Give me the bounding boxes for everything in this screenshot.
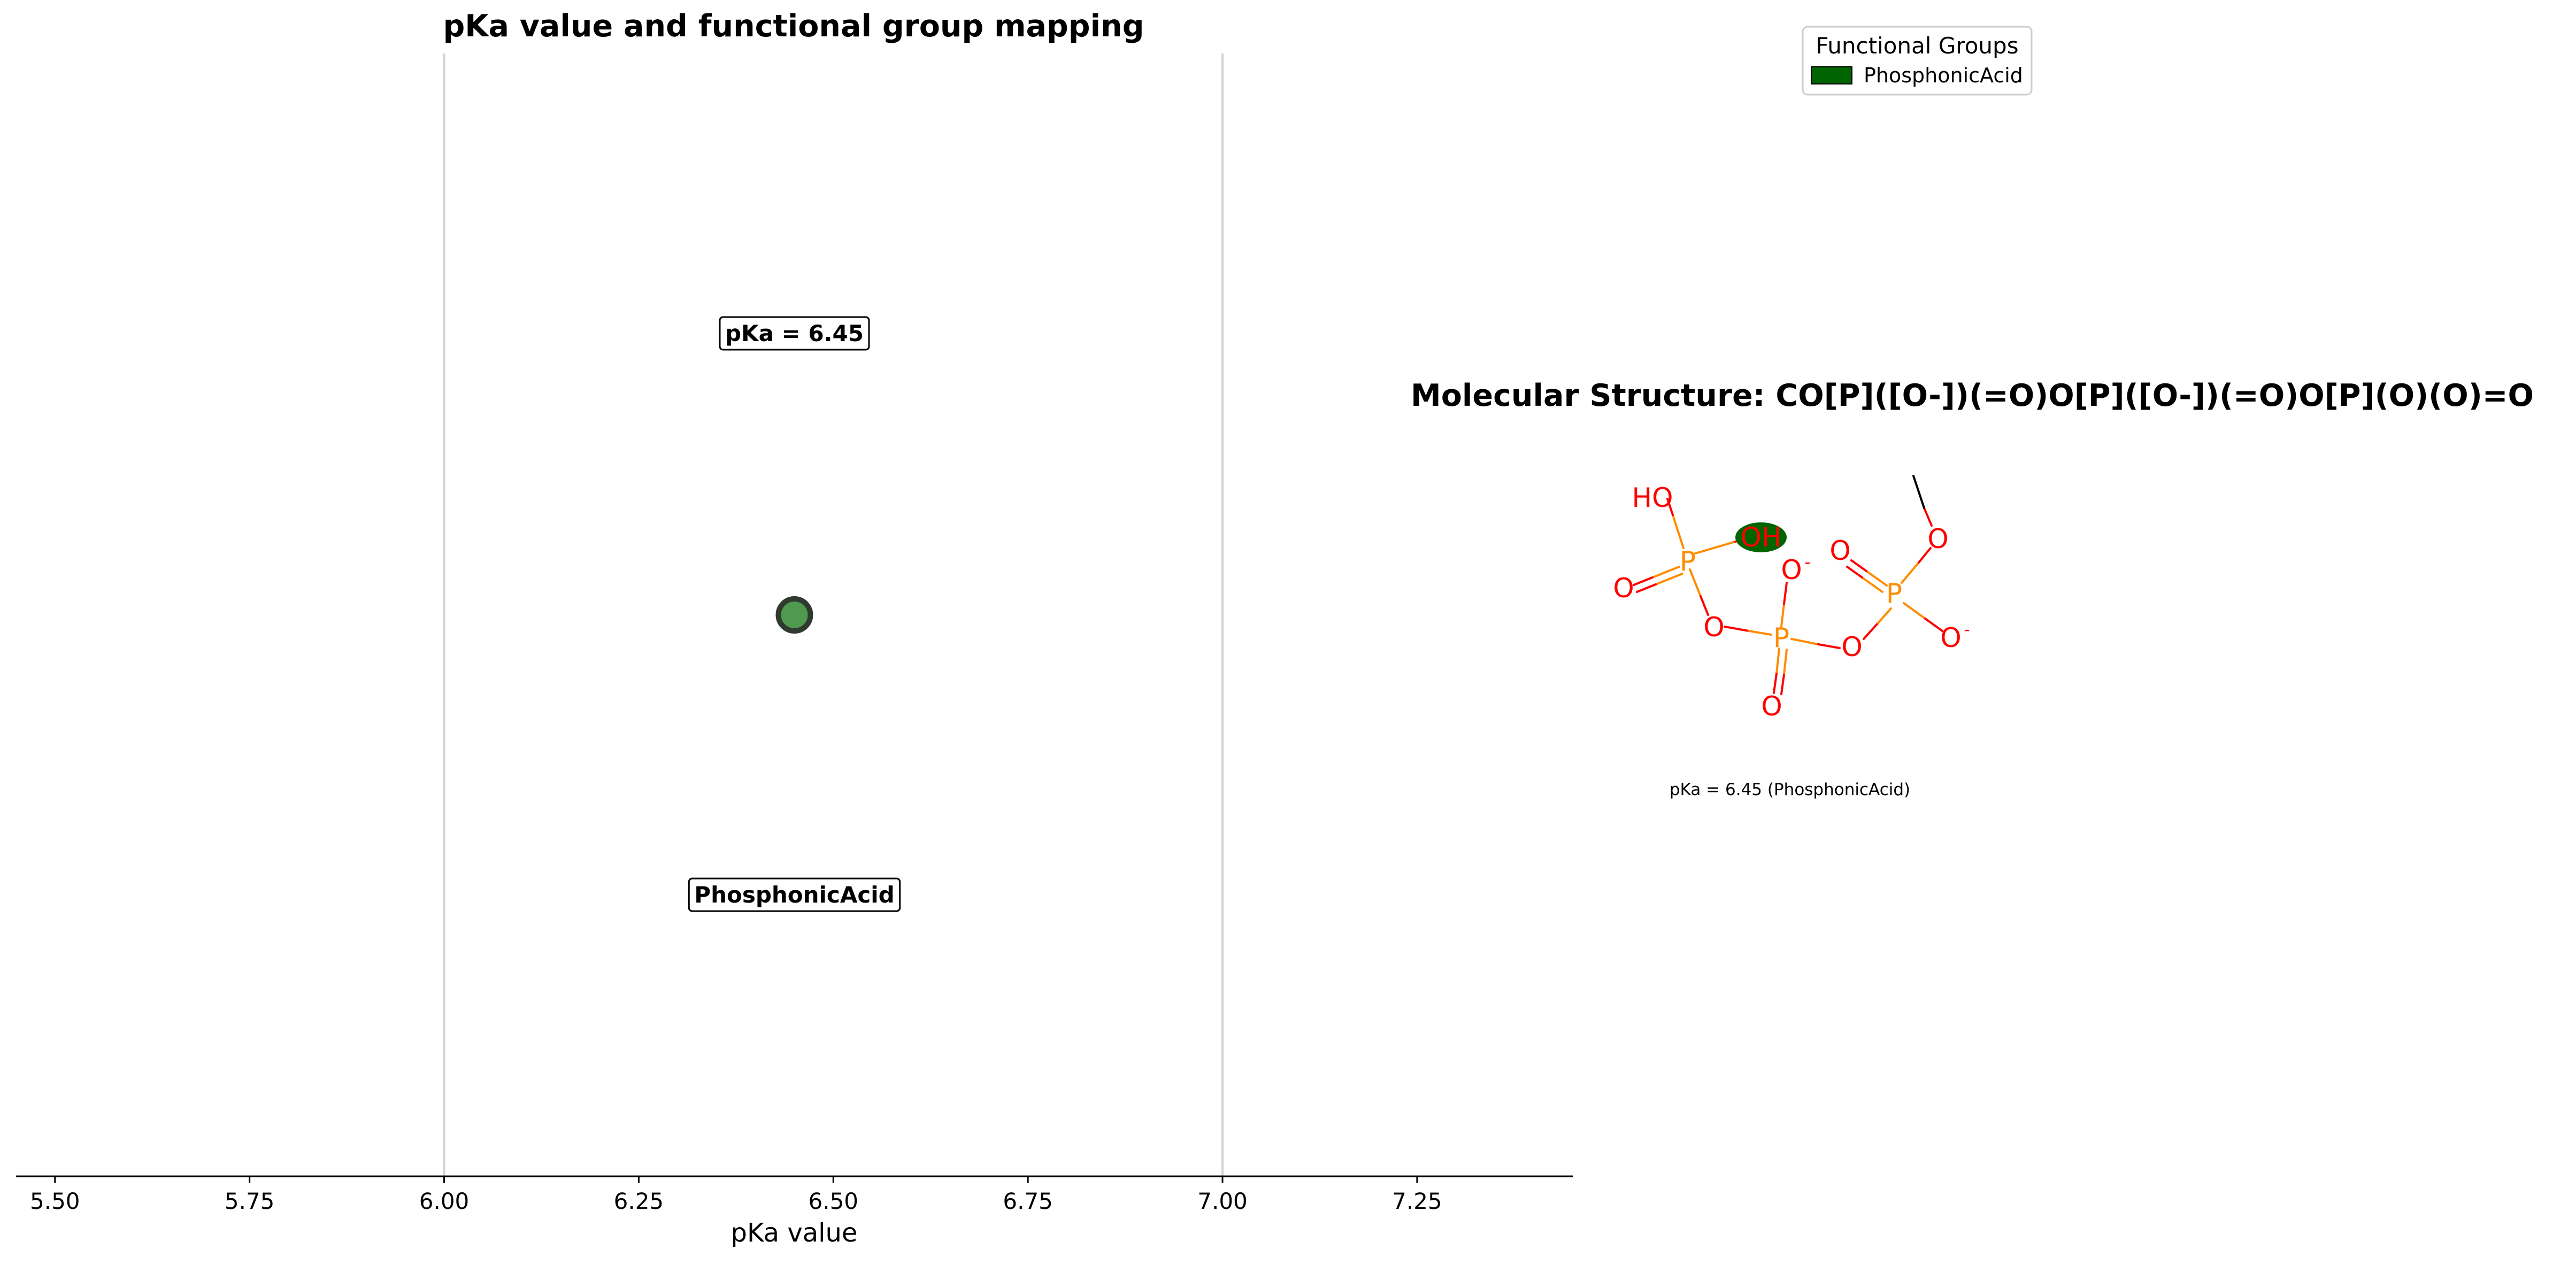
data-points: pKa = 6.45 PhosphonicAcid [688,316,901,912]
x-tick-label: 6.75 [1003,1188,1053,1214]
x-tick-label: 7.25 [1392,1188,1442,1214]
molecule-bonds [1633,475,1943,695]
structure-title: Molecular Structure: CO[P]([O-])(=O)O[P]… [1411,378,2534,413]
structure-caption: pKa = 6.45 (PhosphonicAcid) [1670,780,1910,799]
atom-o-bridge-1: O [1703,612,1724,643]
group-label-frame [688,877,901,912]
legend-swatch-phosphonicacid [1811,66,1852,84]
legend: Functional Groups PhosphonicAcid [1802,26,2033,96]
molecule-atoms: HO OH P O O O - P O O P O O O - [1613,482,1970,722]
atom-o-minus-center: O - [1781,552,1810,585]
atom-o-double-right: O [1829,535,1850,566]
svg-text:O: O [1940,622,1961,653]
data-point [775,596,813,634]
x-tick-label: 6.00 [419,1188,470,1214]
x-tick-label: 5.75 [225,1188,275,1214]
svg-text:-: - [1804,552,1811,572]
x-tick-label: 6.25 [614,1188,664,1214]
svg-text:-: - [1964,619,1970,639]
legend-item-label: PhosphonicAcid [1864,64,2023,87]
x-tick-label: 6.50 [809,1188,859,1214]
x-axis-label: pKa value [731,1218,858,1248]
atom-p2: P [1773,622,1789,653]
chart-title: pKa value and functional group mapping [443,9,1144,44]
atom-o-methoxy: O [1927,523,1948,554]
atom-oh: OH [1741,522,1782,553]
svg-text:O: O [1781,554,1802,585]
svg-text:pKa = 6.45: pKa = 6.45 [725,320,864,346]
group-label: PhosphonicAcid [688,877,901,912]
pka-plot: pKa value and functional group mapping 5… [16,9,1573,1248]
atom-o-double-left: O [1613,573,1634,604]
x-tick-label: 7.00 [1197,1188,1248,1214]
atom-p1: P [1680,546,1696,577]
reference-lines [443,53,1224,1176]
atom-p3: P [1886,578,1902,609]
structure-panel: Molecular Structure: CO[P]([O-])(=O)O[P]… [1411,378,2534,799]
x-tick-label: 5.50 [30,1188,80,1214]
pka-value-label: pKa = 6.45 [719,316,870,351]
atom-ho: HO [1632,482,1673,513]
svg-text:PhosphonicAcid: PhosphonicAcid [694,882,894,908]
atom-o-minus-right: O - [1940,619,1970,653]
x-axis-ticks: 5.50 5.75 6.00 6.25 6.50 6.75 7.00 7.25 [30,1176,1442,1214]
functional-group-highlight [1735,522,1787,552]
legend-title: Functional Groups [1816,33,2018,59]
pka-value-label-frame [719,316,870,351]
atom-o-double-bottom: O [1761,691,1782,722]
legend-frame [1802,26,2033,96]
atom-o-bridge-2: O [1841,631,1862,662]
